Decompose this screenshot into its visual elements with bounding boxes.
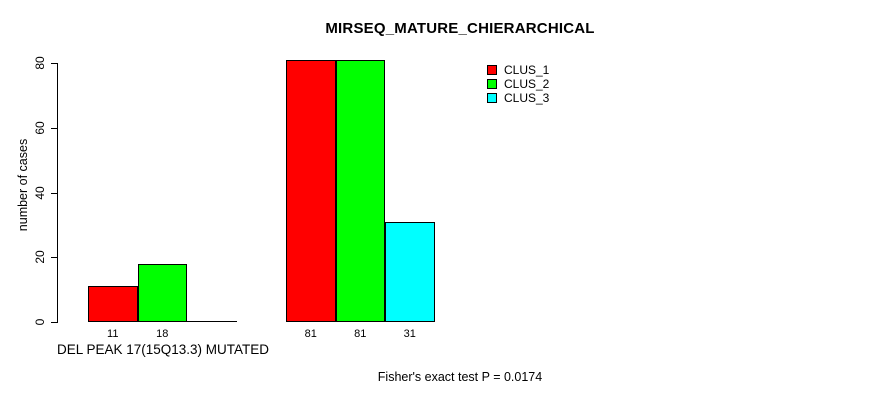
bar: [187, 321, 237, 322]
y-tick-label: 40: [33, 185, 47, 200]
x-category-label: DEL PEAK 17(15Q13.3) MUTATED: [56, 342, 270, 357]
legend-swatch-icon: [487, 65, 497, 75]
y-tick-label: 0: [33, 318, 47, 326]
legend-label: CLUS_2: [504, 77, 550, 91]
y-tick-label: 20: [33, 250, 47, 264]
bar-value-label: 31: [403, 328, 416, 340]
bar: [88, 286, 138, 322]
bar-value-label: 81: [304, 328, 317, 340]
y-tick-mark: [51, 257, 57, 259]
legend-swatch-icon: [487, 93, 497, 103]
bar-value-label: 81: [354, 328, 367, 340]
y-tick-mark: [51, 127, 57, 129]
y-tick-mark: [51, 322, 57, 323]
legend-swatch-icon: [487, 79, 497, 89]
legend-label: CLUS_1: [504, 63, 550, 77]
bar-value-label: 18: [156, 328, 169, 340]
legend: CLUS_1 CLUS_2 CLUS_3: [487, 63, 607, 110]
legend-label: CLUS_3: [504, 91, 550, 105]
y-tick-label: 80: [33, 56, 47, 70]
bar: [137, 263, 187, 322]
bar-value-label: 11: [107, 328, 119, 340]
chart-title: MIRSEQ_MATURE_CHIERARCHICAL: [325, 20, 595, 37]
annotation-fisher-test: Fisher's exact test P = 0.0174: [377, 370, 543, 384]
bar: [335, 59, 385, 322]
y-tick-mark: [51, 63, 57, 64]
bar: [385, 221, 435, 322]
y-tick-label: 60: [33, 121, 47, 135]
y-axis-line: [57, 63, 58, 323]
y-tick-mark: [51, 192, 57, 194]
bar: [286, 59, 336, 322]
